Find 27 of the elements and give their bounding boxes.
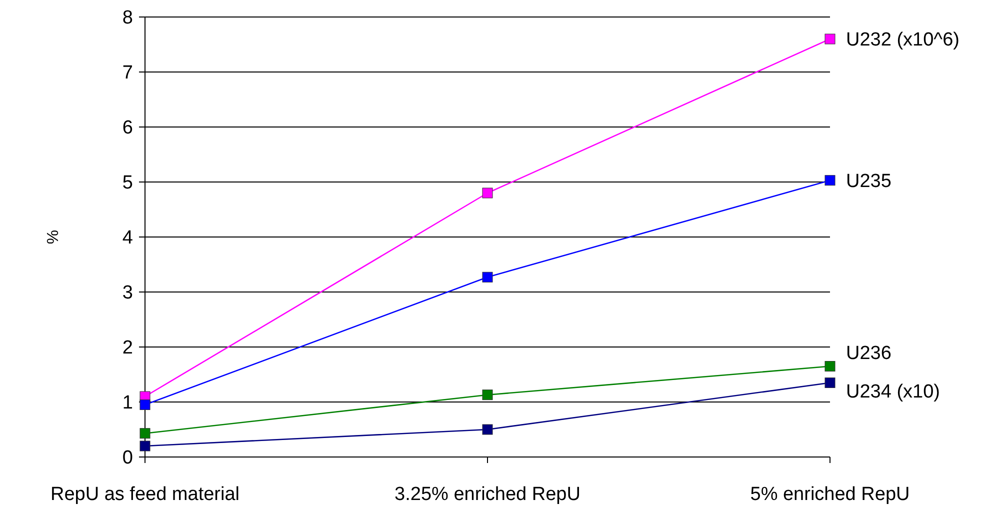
x-tick-label: RepU as feed material [50,484,240,505]
x-tick-label: 3.25% enriched RepU [394,484,580,505]
y-tick-label: 6 [122,118,133,139]
y-tick-label: 1 [122,392,133,414]
series-label: U236 [846,342,892,364]
point [824,34,836,44]
point [482,390,493,400]
y-tick-label: 7 [122,62,133,84]
series-label: U234 (x10) [846,381,940,402]
y-tick-label: 5 [122,172,133,194]
point [140,428,150,439]
y-tick-label: 0 [122,448,133,469]
point [482,188,493,198]
point [824,361,836,372]
y-tick-label: 3 [122,282,133,304]
point [824,175,836,186]
point [482,424,493,435]
point [482,272,493,282]
y-tick-label: 2 [122,338,133,359]
y-tick-label: 4 [122,228,134,249]
x-tick-label: 5% enriched RepU [750,484,910,505]
series-label: U232 (x10^6) [846,30,960,51]
y-tick-label: 8 [122,8,133,29]
y-axis-title: % [45,230,62,244]
point [824,378,836,388]
series-label: U235 [846,171,892,192]
point [140,440,150,452]
